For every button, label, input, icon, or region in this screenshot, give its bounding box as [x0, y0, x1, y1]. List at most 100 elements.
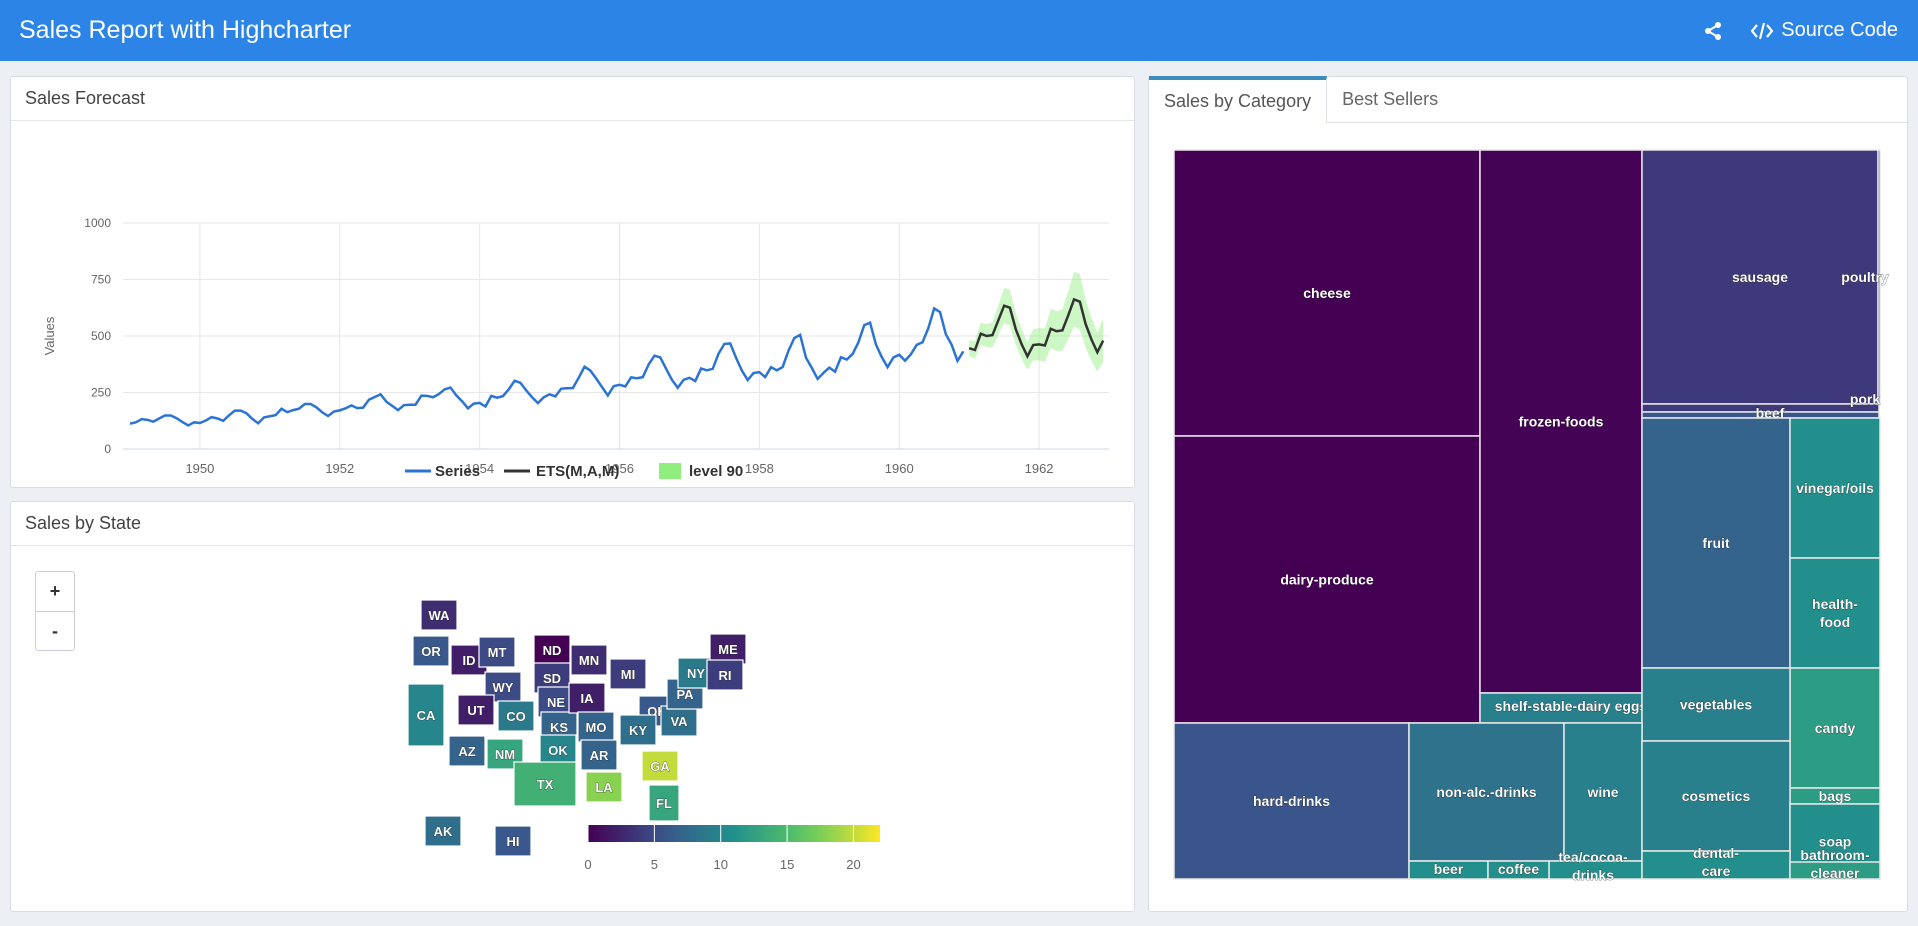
state-fl: FL — [648, 784, 680, 822]
treemap-tile-rect — [1789, 557, 1881, 669]
state-shape — [420, 599, 458, 631]
zoom-in-button[interactable]: + — [49, 581, 61, 601]
state-shape — [412, 635, 450, 667]
y-axis-label: Values — [42, 316, 57, 355]
state-ok: OK — [539, 734, 577, 766]
treemap-label: health-food — [1812, 596, 1858, 630]
treemap-label: cheese — [1303, 285, 1351, 301]
state-shape — [539, 734, 577, 766]
state-shape — [478, 636, 516, 668]
state-la: LA — [585, 771, 623, 803]
state-va: VA — [660, 705, 698, 737]
treemap-tile: health-food — [1789, 557, 1881, 669]
state-shape — [609, 658, 647, 690]
state-label: TX — [537, 777, 554, 792]
sales-forecast-card: Sales Forecast 0 250 500 750 1000 1950 1952 195… — [10, 76, 1135, 488]
treemap-tile-rect — [1789, 667, 1881, 789]
state-label: FL — [656, 796, 672, 811]
state-nd: ND — [533, 634, 571, 666]
state-label: NE — [547, 695, 565, 710]
state-label: RI — [719, 668, 732, 683]
treemap-label: sausage — [1732, 269, 1788, 285]
treemap-label-line: food — [1820, 614, 1850, 630]
tab-best-sellers[interactable]: Best Sellers — [1342, 88, 1439, 109]
state-ky: KY — [619, 714, 657, 746]
colorbar — [588, 825, 880, 842]
x-tick-label: 1954 — [465, 461, 494, 476]
treemap-label: vegetables — [1680, 697, 1753, 713]
category-tabs: Sales by Category Best Sellers — [1149, 76, 1907, 123]
state-label: HI — [507, 834, 520, 849]
state-label: MT — [488, 645, 507, 660]
colorbar-tick-label: 15 — [780, 857, 794, 872]
treemap-label-line: cleaner — [1810, 865, 1860, 881]
treemap-tile-rect — [1487, 860, 1550, 880]
state-shape — [513, 761, 577, 807]
treemap-tile: bags — [1789, 787, 1881, 805]
state-ut: UT — [457, 694, 495, 726]
treemap-label: candy — [1815, 720, 1856, 736]
state-shape — [424, 815, 462, 847]
treemap-label-line: sausage — [1732, 269, 1788, 285]
legend-band-swatch — [659, 463, 681, 479]
treemap-label-line: wine — [1586, 784, 1618, 800]
zoom-out-button[interactable]: - — [36, 611, 74, 650]
state-label: MI — [621, 667, 635, 682]
treemap-tile: candy — [1789, 667, 1881, 789]
y-tick-label: 750 — [91, 273, 111, 287]
state-mn: MN — [570, 644, 608, 676]
source-code-button[interactable]: Source Code — [1751, 19, 1898, 42]
state-label: AK — [434, 824, 453, 839]
state-shape — [585, 771, 623, 803]
treemap-label-line: cheese — [1303, 285, 1351, 301]
treemap-tile-rect — [1641, 149, 1879, 405]
state-label: AR — [590, 748, 609, 763]
chart-legend: Series ETS(M,A,M) level 90 — [405, 463, 743, 480]
treemap-tile: fruit — [1641, 417, 1791, 669]
state-mi: MI — [609, 658, 647, 690]
treemap-label-line: cosmetics — [1682, 788, 1751, 804]
treemap-label-line: frozen-foods — [1519, 414, 1604, 430]
treemap-tile-rect — [1641, 667, 1791, 742]
state-ri: RI — [706, 659, 744, 691]
state-shape — [497, 700, 535, 732]
colorbar-tick-label: 10 — [713, 857, 727, 872]
state-label: IA — [581, 691, 595, 706]
treemap-label-line: drinks — [1572, 867, 1614, 883]
treemap-tile: vinegar/oils — [1789, 417, 1881, 559]
x-tick-label: 1960 — [885, 461, 914, 476]
treemap-label: pork — [1850, 391, 1881, 407]
state-label: GA — [650, 759, 670, 774]
treemap-label: hard-drinks — [1253, 793, 1330, 809]
tab-sales-by-category[interactable]: Sales by Category — [1149, 76, 1328, 123]
treemap-label: tea/cocoa-drinks — [1558, 849, 1628, 883]
source-code-label: Source Code — [1781, 19, 1898, 41]
treemap-label: bathroom-cleaner — [1800, 847, 1870, 881]
treemap-label-line: health- — [1812, 596, 1858, 612]
state-shape — [706, 659, 744, 691]
sales-forecast-chart: 0 250 500 750 1000 1950 1952 1954 1956 1958 1960 19… — [42, 216, 1109, 480]
treemap-tile: vegetables — [1641, 667, 1791, 742]
legend-series-label: Series — [435, 463, 480, 480]
x-tick-label: 1952 — [325, 461, 354, 476]
state-shape — [648, 784, 680, 822]
treemap-label: fruit — [1702, 535, 1730, 551]
state-shape — [568, 682, 606, 714]
y-tick-label: 0 — [104, 442, 111, 456]
state-label: CO — [506, 709, 526, 724]
treemap-label: poultry — [1841, 269, 1889, 285]
treemap-label-line: candy — [1815, 720, 1856, 736]
treemap-tile: bathroom-cleaner — [1789, 847, 1881, 881]
treemap-label: beer — [1434, 861, 1464, 877]
state-label: ID — [463, 653, 476, 668]
state-shape — [570, 644, 608, 676]
state-hi: HI — [494, 825, 532, 857]
ets-forecast-line — [968, 297, 1105, 360]
share-button[interactable] — [1703, 21, 1723, 41]
state-label: OR — [421, 644, 441, 659]
state-label: CA — [417, 708, 436, 723]
category-treemap: cheese dairy-produce frozen-foods sausage po… — [1173, 149, 1889, 883]
state-label: WA — [429, 608, 451, 623]
treemap-label-line: fruit — [1702, 535, 1730, 551]
treemap-label-line: soap — [1819, 834, 1852, 850]
